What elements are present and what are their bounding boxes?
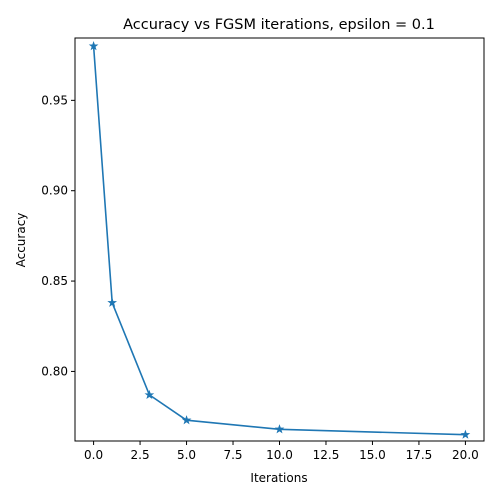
data-point-star-marker (107, 297, 118, 307)
series-line (92, 46, 466, 436)
x-tick-label: 0.0 (84, 448, 103, 462)
x-tick-label: 12.5 (313, 448, 340, 462)
chart-title: Accuracy vs FGSM iterations, epsilon = 0… (123, 17, 435, 33)
data-point-star-marker (144, 389, 155, 400)
data-point-star-marker (460, 429, 471, 439)
y-tick-label: 0.90 (41, 184, 68, 198)
x-tick-label: 2.5 (131, 448, 150, 462)
x-tick-label: 15.0 (359, 448, 386, 462)
data-point-star-marker (274, 424, 285, 434)
y-tick-label: 0.95 (41, 93, 68, 107)
x-tick-label: 10.0 (266, 448, 293, 462)
x-tick-label: 7.5 (223, 448, 242, 462)
y-tick-label: 0.85 (41, 274, 68, 288)
data-point-star-marker (88, 41, 99, 51)
plot-area: 0.0 2.5 5.0 7.5 10.0 12.5 15.0 17.5 20.0 0.80 0.85… (41, 41, 479, 462)
axes-frame (74, 37, 485, 442)
x-tick-label: 20.0 (452, 448, 479, 462)
x-tick-label: 17.5 (406, 448, 433, 462)
data-point-star-marker (181, 415, 192, 425)
y-tick-label: 0.80 (41, 364, 68, 378)
y-axis-label: Accuracy (14, 213, 28, 268)
x-tick-label: 5.0 (177, 448, 196, 462)
x-axis-label: Iterations (250, 471, 307, 485)
